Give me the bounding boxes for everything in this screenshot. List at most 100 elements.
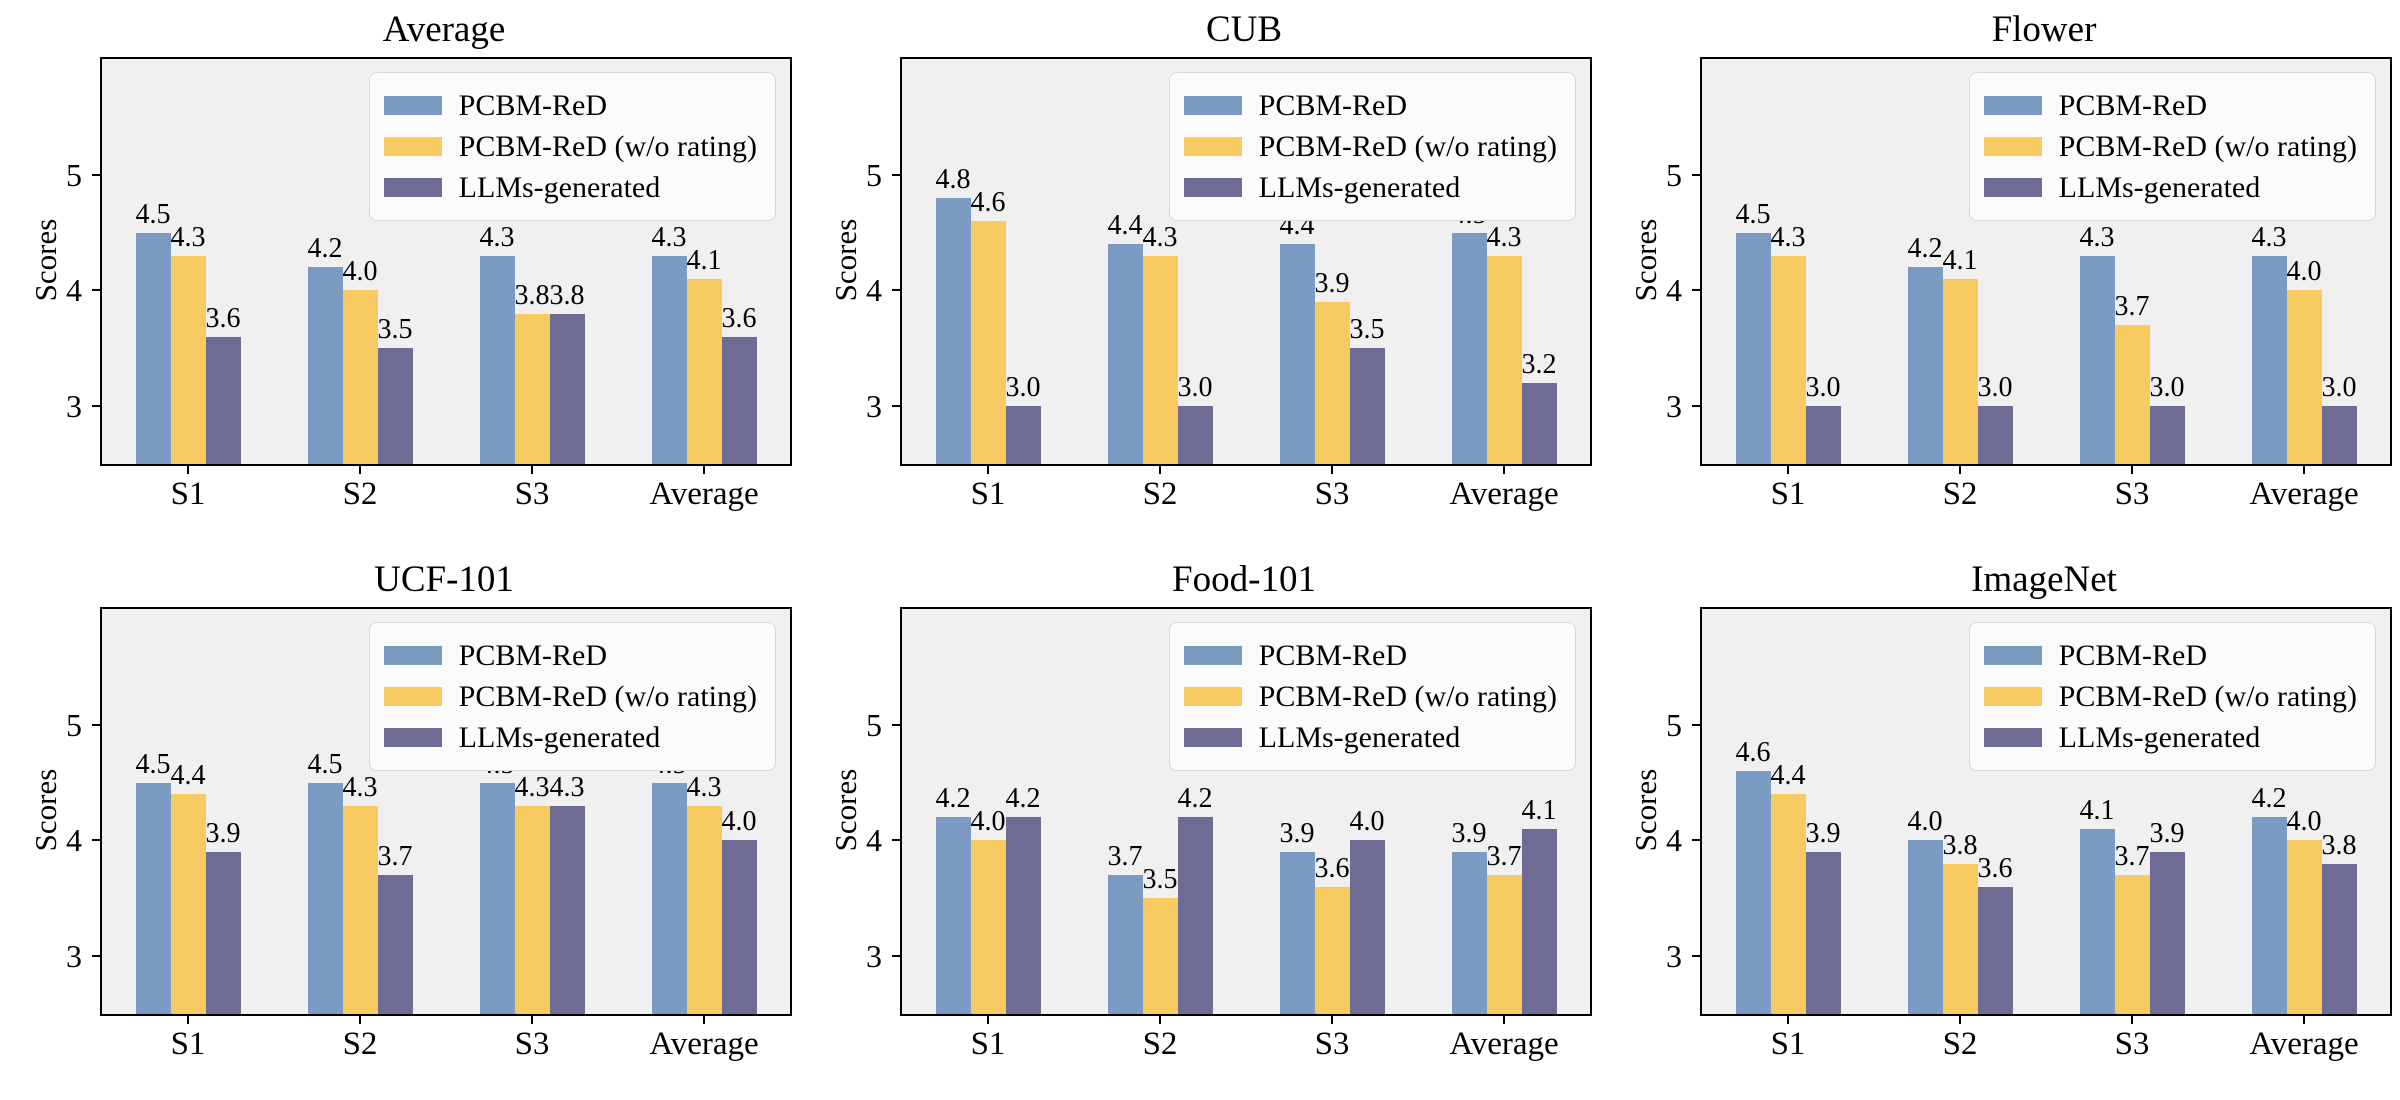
x-tick-mark bbox=[987, 466, 989, 474]
y-tick-mark bbox=[892, 955, 900, 958]
x-tick-mark bbox=[703, 1016, 705, 1024]
legend-entry-pcbm-red: PCBM-ReD bbox=[1183, 635, 1557, 676]
x-tick-label: Average bbox=[649, 476, 759, 512]
legend-entry-pcbm-red-w-o-rating: PCBM-ReD (w/o rating) bbox=[383, 126, 757, 167]
legend-label: PCBM-ReD bbox=[1258, 638, 1408, 672]
legend-label: PCBM-ReD (w/o rating) bbox=[2058, 679, 2357, 713]
bar-pcbm-red-w-o-rating-s3 bbox=[514, 805, 550, 1014]
legend-entry-pcbm-red-w-o-rating: PCBM-ReD (w/o rating) bbox=[383, 676, 757, 717]
x-tick-label: S3 bbox=[514, 1026, 550, 1062]
legend-label: LLMs-generated bbox=[2058, 170, 2261, 204]
bar-value-label: 4.5 bbox=[135, 748, 171, 780]
bar-pcbm-red-s1 bbox=[1735, 232, 1771, 464]
chart-panel-ucf-101: UCF-101 Scores 3 4 5 S1 4.5 4.4 3.9 S2 4.5 4.3 3.7 S3… bbox=[0, 550, 800, 1100]
x-tick-mark bbox=[2131, 1016, 2133, 1024]
legend-swatch-llms-generated bbox=[1983, 178, 2042, 197]
bar-value-label: 4.0 bbox=[970, 806, 1006, 838]
chart-panel-flower: Flower Scores 3 4 5 S1 4.5 4.3 3.0 S2 4.2 4.1 3.0 S3 4… bbox=[1600, 0, 2400, 550]
bar-pcbm-red-w-o-rating-average bbox=[2286, 290, 2322, 464]
x-tick-label: Average bbox=[2249, 1026, 2359, 1062]
legend-entry-pcbm-red: PCBM-ReD bbox=[1983, 85, 2357, 126]
bar-value-label: 4.2 bbox=[1177, 783, 1213, 815]
legend-swatch-pcbm-red-w-o-rating bbox=[1183, 687, 1242, 706]
bar-value-label: 3.0 bbox=[1177, 372, 1213, 404]
legend-swatch-llms-generated bbox=[383, 178, 442, 197]
bar-value-label: 4.3 bbox=[479, 221, 515, 253]
y-tick-mark bbox=[92, 289, 100, 292]
y-tick-mark bbox=[1692, 955, 1700, 958]
x-tick-mark bbox=[1503, 1016, 1505, 1024]
bar-value-label: 4.5 bbox=[1735, 198, 1771, 230]
bar-pcbm-red-average bbox=[1451, 232, 1487, 464]
bar-value-label: 3.7 bbox=[1107, 841, 1143, 873]
x-tick-label: Average bbox=[649, 1026, 759, 1062]
y-tick-label: 5 bbox=[66, 706, 82, 743]
y-tick-label: 5 bbox=[866, 706, 882, 743]
chart-panel-average: Average Scores 3 4 5 S1 4.5 4.3 3.6 S2 4.2 4.0 3.5 S3… bbox=[0, 0, 800, 550]
legend-label: PCBM-ReD (w/o rating) bbox=[458, 679, 757, 713]
x-tick-label: Average bbox=[1449, 1026, 1559, 1062]
legend-swatch-pcbm-red-w-o-rating bbox=[383, 687, 442, 706]
bar-value-label: 4.3 bbox=[1142, 221, 1178, 253]
bar-pcbm-red-s3 bbox=[1279, 852, 1315, 1014]
bar-pcbm-red-s3 bbox=[2079, 828, 2115, 1014]
bar-llms-generated-s2 bbox=[1977, 886, 2013, 1014]
x-tick-mark bbox=[531, 1016, 533, 1024]
legend-entry-llms-generated: LLMs-generated bbox=[383, 717, 757, 758]
bar-value-label: 4.3 bbox=[514, 771, 550, 803]
bar-value-label: 4.1 bbox=[1942, 244, 1978, 276]
legend-label: PCBM-ReD bbox=[2058, 88, 2208, 122]
bar-pcbm-red-s1 bbox=[935, 817, 971, 1014]
bar-pcbm-red-w-o-rating-s2 bbox=[1942, 863, 1978, 1014]
bar-value-label: 4.4 bbox=[1107, 210, 1143, 242]
bar-pcbm-red-average bbox=[651, 782, 687, 1014]
bar-llms-generated-s1 bbox=[1005, 817, 1041, 1014]
bar-value-label: 3.7 bbox=[1486, 841, 1522, 873]
y-tick-mark bbox=[92, 955, 100, 958]
chart-panel-food-101: Food-101 Scores 3 4 5 S1 4.2 4.0 4.2 S2 3.7 3.5 4.2 S… bbox=[800, 550, 1600, 1100]
bar-pcbm-red-s1 bbox=[935, 197, 971, 464]
legend-entry-llms-generated: LLMs-generated bbox=[1983, 167, 2357, 208]
bar-value-label: 3.6 bbox=[1977, 852, 2013, 884]
bar-value-label: 4.0 bbox=[1907, 806, 1943, 838]
legend-label: PCBM-ReD bbox=[458, 88, 608, 122]
x-tick-mark bbox=[1959, 466, 1961, 474]
bar-pcbm-red-s1 bbox=[1735, 771, 1771, 1014]
bar-pcbm-red-w-o-rating-s1 bbox=[1770, 255, 1806, 464]
bar-value-label: 4.2 bbox=[1907, 233, 1943, 265]
legend-label: LLMs-generated bbox=[1258, 170, 1461, 204]
y-tick-label: 4 bbox=[866, 822, 882, 859]
x-tick-mark bbox=[531, 466, 533, 474]
legend-entry-pcbm-red-w-o-rating: PCBM-ReD (w/o rating) bbox=[1183, 126, 1557, 167]
chart-title: Food-101 bbox=[1172, 559, 1316, 600]
y-tick-mark bbox=[1692, 405, 1700, 408]
plot-area: 3 4 5 S1 4.6 4.4 3.9 S2 4.0 3.8 3.6 S3 4.1 3.7 3.9 Aver… bbox=[1666, 607, 2392, 1062]
y-tick-mark bbox=[892, 723, 900, 726]
y-tick-label: 5 bbox=[1666, 156, 1682, 193]
bar-pcbm-red-s1 bbox=[135, 782, 171, 1014]
bar-value-label: 4.8 bbox=[935, 163, 971, 195]
x-tick-label: S2 bbox=[1942, 476, 1978, 512]
bar-pcbm-red-s3 bbox=[1279, 244, 1315, 464]
bar-llms-generated-average bbox=[2321, 863, 2357, 1014]
bar-pcbm-red-w-o-rating-s2 bbox=[342, 290, 378, 464]
legend-swatch-llms-generated bbox=[383, 728, 442, 747]
legend-entry-llms-generated: LLMs-generated bbox=[383, 167, 757, 208]
legend-swatch-llms-generated bbox=[1183, 728, 1242, 747]
bar-value-label: 3.6 bbox=[205, 302, 241, 334]
bar-llms-generated-average bbox=[721, 336, 757, 464]
y-tick-label: 4 bbox=[866, 272, 882, 309]
legend-entry-pcbm-red-w-o-rating: PCBM-ReD (w/o rating) bbox=[1983, 676, 2357, 717]
x-tick-mark bbox=[187, 1016, 189, 1024]
y-tick-mark bbox=[92, 723, 100, 726]
bar-pcbm-red-average bbox=[2251, 255, 2287, 464]
bar-pcbm-red-s1 bbox=[135, 232, 171, 464]
legend-swatch-pcbm-red bbox=[1983, 96, 2042, 115]
bar-pcbm-red-s2 bbox=[1107, 875, 1143, 1014]
chart-panel-cub: CUB Scores 3 4 5 S1 4.8 4.6 3.0 S2 4.4 4.3 3.0 S3 4.4 3… bbox=[800, 0, 1600, 550]
x-tick-mark bbox=[2303, 1016, 2305, 1024]
bar-value-label: 3.9 bbox=[1451, 818, 1487, 849]
bar-value-label: 4.0 bbox=[2286, 806, 2322, 838]
bar-llms-generated-average bbox=[1521, 383, 1557, 464]
bar-value-label: 3.9 bbox=[1805, 818, 1841, 849]
